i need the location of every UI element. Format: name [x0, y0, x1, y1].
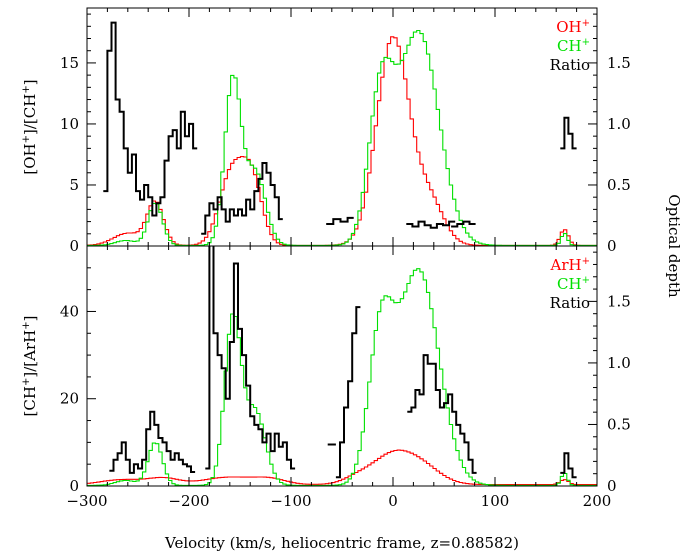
y-left-axis-title: [OH+]/[CH+]: [21, 79, 39, 174]
y-right-tick-label: 1.5: [607, 54, 631, 72]
y-title-part: [CH: [21, 386, 39, 416]
legend-label: OH: [556, 18, 581, 36]
y-right-tick-label: 1.0: [607, 115, 631, 133]
y-title-part: ]: [21, 79, 39, 85]
legend-sup: +: [582, 256, 590, 267]
series-oh-plus: [87, 36, 597, 246]
series-line-ch-plus: [87, 268, 597, 486]
y-right-tick-label: 1.5: [607, 292, 631, 310]
legend-sup: +: [582, 18, 590, 29]
series-line-ch-plus: [87, 29, 597, 246]
right-axis-title: Optical depth: [665, 194, 683, 298]
legend-label: Ratio: [550, 56, 590, 74]
series-line-oh-plus: [87, 36, 597, 246]
plot-frame: [86, 245, 598, 487]
y-right-tick-label: 1.0: [607, 354, 631, 372]
series-ch-plus: [87, 29, 597, 246]
ratio-segment: [560, 116, 577, 150]
y-title-sup: +: [21, 321, 32, 329]
y-title-part: ]/[ArH: [21, 330, 39, 378]
legend-entry-arh-plus: ArH+: [550, 256, 590, 274]
legend-label: CH: [557, 275, 582, 293]
legend-label: ArH: [550, 256, 582, 274]
plot-area: [87, 246, 597, 486]
ratio-segment: [326, 216, 354, 225]
x-axis-title: Velocity (km/s, heliocentric frame, z=0.…: [164, 534, 519, 552]
y-right-tick-label: 0: [607, 477, 617, 495]
series-ratio: [103, 21, 577, 235]
y-left-tick-label: 0: [69, 237, 79, 255]
legend-entry-ch-plus: CH+: [557, 37, 590, 55]
bottom-panel: −300 −200 −100 0 100 2000204000.51.01.5[CH+]/…: [21, 245, 631, 510]
series-arh-plus: [87, 449, 597, 486]
x-tick-label: 100: [481, 492, 510, 510]
y-right-tick-label: 0.5: [607, 176, 631, 194]
x-tick-label: 0: [388, 492, 398, 510]
ratio-segment: [205, 246, 296, 470]
legend-label: Ratio: [550, 294, 590, 312]
series-ratio: [109, 246, 577, 479]
ratio-segment: [407, 354, 477, 474]
legend-label: CH: [557, 37, 582, 55]
y-right-tick-label: 0: [607, 237, 617, 255]
legend-sup: +: [582, 275, 590, 286]
series-line-arh-plus: [87, 449, 597, 486]
y-left-tick-label: 15: [60, 54, 79, 72]
y-title-sup: +: [21, 378, 32, 386]
ratio-segment: [201, 162, 283, 235]
legend-sup: +: [582, 37, 590, 48]
y-left-axis-title: [CH+]/[ArH+]: [21, 316, 39, 417]
legend-entry-ratio: Ratio: [550, 294, 590, 312]
y-left-tick-label: 0: [69, 477, 79, 495]
legend-entry-ratio: Ratio: [550, 56, 590, 74]
x-tick-label: 200: [583, 492, 612, 510]
ratio-segment: [103, 21, 198, 217]
y-right-tick-label: 0.5: [607, 415, 631, 433]
plot-area: [87, 21, 597, 246]
y-left-tick-label: 20: [60, 390, 79, 408]
ratio-segment: [406, 220, 456, 229]
x-tick-label: −300: [66, 492, 107, 510]
y-left-tick-label: 5: [69, 176, 79, 194]
y-title-sup: +: [21, 135, 32, 143]
legend-entry-oh-plus: OH+: [556, 18, 590, 36]
series-ch-plus: [87, 268, 597, 486]
legend-entry-ch-plus: CH+: [557, 275, 590, 293]
ratio-segment: [451, 220, 476, 228]
y-title-sup: +: [21, 85, 32, 93]
y-left-tick-label: 10: [60, 115, 79, 133]
ratio-segment: [109, 410, 196, 474]
y-title-part: ]: [21, 316, 39, 322]
plot-frame: [86, 7, 598, 247]
y-title-part: [OH: [21, 143, 39, 174]
x-tick-label: −100: [270, 492, 311, 510]
y-left-tick-label: 40: [60, 302, 79, 320]
ratio-segment: [335, 306, 361, 479]
x-tick-label: −200: [168, 492, 209, 510]
y-title-part: ]/[CH: [21, 94, 39, 135]
ratio-segment: [560, 452, 577, 479]
